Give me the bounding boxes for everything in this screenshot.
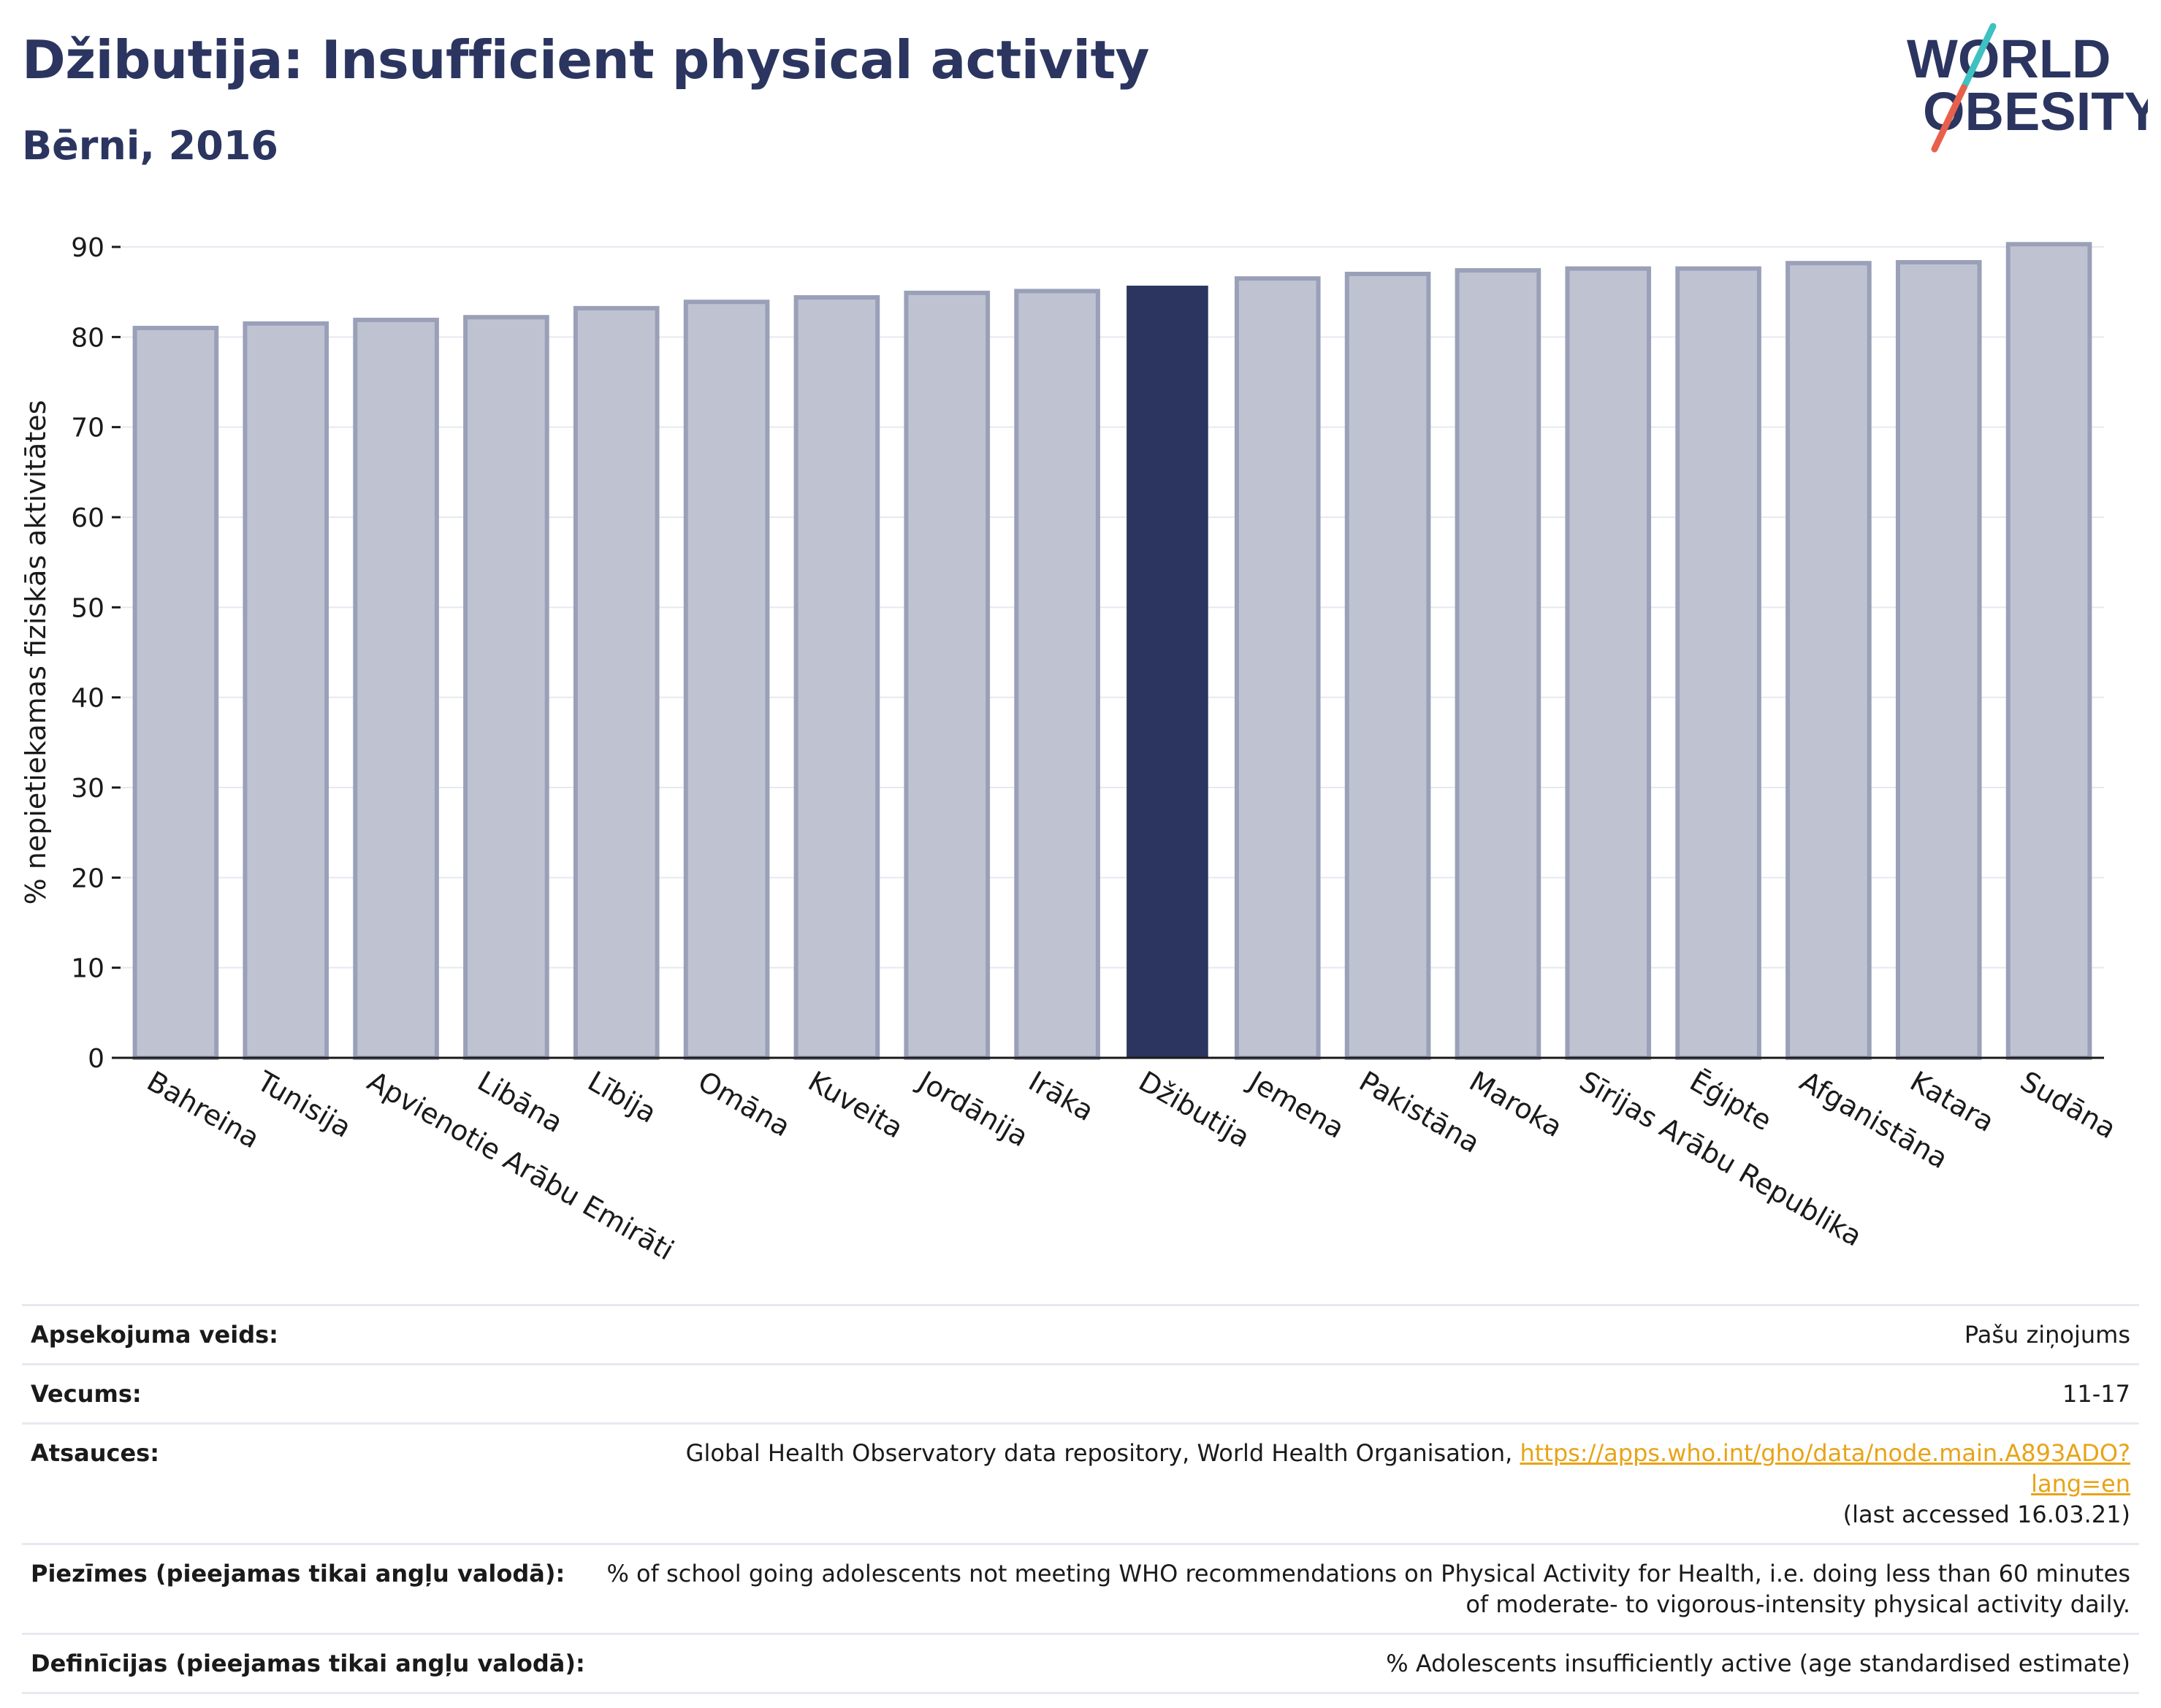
bar xyxy=(353,317,439,1060)
bar xyxy=(463,315,549,1060)
meta-row-definitions: Definīcijas (pieejamas tikai angļu valod… xyxy=(22,1633,2139,1693)
meta-key: Atsauces: xyxy=(31,1439,159,1467)
meta-row-age: Vecums: 11-17 xyxy=(22,1364,2139,1424)
bar xyxy=(1675,266,1761,1061)
x-tick-label: Jemena xyxy=(1243,1064,1350,1145)
bar xyxy=(1895,259,1982,1060)
meta-row-survey-type: Apsekojuma veids: Pašu ziņojums xyxy=(22,1305,2139,1365)
y-tick-label: 80 xyxy=(71,323,104,353)
x-tick-label: Sudāna xyxy=(2015,1065,2122,1145)
bar xyxy=(132,326,219,1060)
y-tick-label: 40 xyxy=(71,684,104,714)
bar xyxy=(793,295,880,1061)
logo-slash-teal xyxy=(1960,23,1997,91)
chart-title: Džibutija: Insufficient physical activit… xyxy=(22,29,1149,91)
meta-value: % of school going adolescents not meetin… xyxy=(606,1560,2130,1618)
bar xyxy=(2005,242,2092,1060)
meta-key: Definīcijas (pieejamas tikai angļu valod… xyxy=(31,1650,585,1677)
y-tick-label: 30 xyxy=(71,774,104,804)
x-tick-label: Džibutija xyxy=(1133,1065,1255,1154)
y-tick-label: 60 xyxy=(71,503,104,533)
bar xyxy=(1785,261,1872,1061)
bar xyxy=(1455,268,1541,1061)
y-tick-label: 20 xyxy=(71,863,104,893)
meta-value: % Adolescents insufficiently active (age… xyxy=(1386,1650,2130,1677)
bar-highlight xyxy=(1127,286,1208,1058)
meta-note: (last accessed 16.03.21) xyxy=(1842,1501,2130,1528)
y-tick-label: 10 xyxy=(71,954,104,984)
x-tick-label: Kuveita xyxy=(803,1065,909,1145)
chart-subtitle: Bērni, 2016 xyxy=(22,123,278,169)
meta-value: 11-17 xyxy=(2062,1380,2130,1408)
bars xyxy=(132,242,2092,1061)
metadata-table: Apsekojuma veids: Pašu ziņojums Vecums: … xyxy=(22,1304,2139,1694)
meta-key: Apsekojuma veids: xyxy=(31,1321,278,1349)
y-tick-label: 90 xyxy=(71,233,104,263)
bar xyxy=(1344,272,1431,1060)
y-axis-ticks: 0 10 20 30 40 50 60 70 80 90 xyxy=(71,233,121,1074)
bar xyxy=(1565,266,1652,1061)
x-tick-label: Ēģipte xyxy=(1685,1065,1777,1137)
x-tick-label: Tunisija xyxy=(251,1064,357,1144)
bar xyxy=(243,321,329,1061)
bar xyxy=(683,300,770,1061)
y-tick-label: 0 xyxy=(88,1044,104,1074)
logo-word-world: WORLD xyxy=(1907,28,2111,89)
x-tick-label: Jordānija xyxy=(912,1064,1034,1154)
bar xyxy=(573,305,660,1060)
bar xyxy=(1234,276,1321,1061)
y-tick-label: 70 xyxy=(71,413,104,443)
bar xyxy=(1014,289,1100,1060)
meta-row-references: Atsauces: Global Health Observatory data… xyxy=(22,1423,2139,1544)
meta-row-notes: Piezīmes (pieejamas tikai angļu valodā):… xyxy=(22,1544,2139,1634)
reference-link[interactable]: https://apps.who.int/gho/data/node.main.… xyxy=(1520,1439,2130,1498)
meta-key: Vecums: xyxy=(31,1380,142,1408)
meta-key: Piezīmes (pieejamas tikai angļu valodā): xyxy=(31,1560,565,1587)
logo-slash-red xyxy=(1931,84,1967,153)
x-tick-label: Omāna xyxy=(693,1065,796,1143)
x-tick-label: Bahreina xyxy=(142,1065,265,1155)
x-tick-label: Pakistāna xyxy=(1354,1065,1485,1159)
y-tick-label: 50 xyxy=(71,593,104,623)
meta-value: Pašu ziņojums xyxy=(1964,1321,2130,1349)
world-obesity-logo: WORLD OBESITY xyxy=(1907,23,2148,153)
x-tick-label: Lībija xyxy=(582,1065,662,1129)
bar xyxy=(904,290,991,1060)
x-tick-label: Irāka xyxy=(1024,1065,1099,1127)
meta-value: Global Health Observatory data repositor… xyxy=(685,1439,1513,1467)
y-axis-label: % nepietiekamas fiziskās aktivitātes xyxy=(20,400,52,905)
